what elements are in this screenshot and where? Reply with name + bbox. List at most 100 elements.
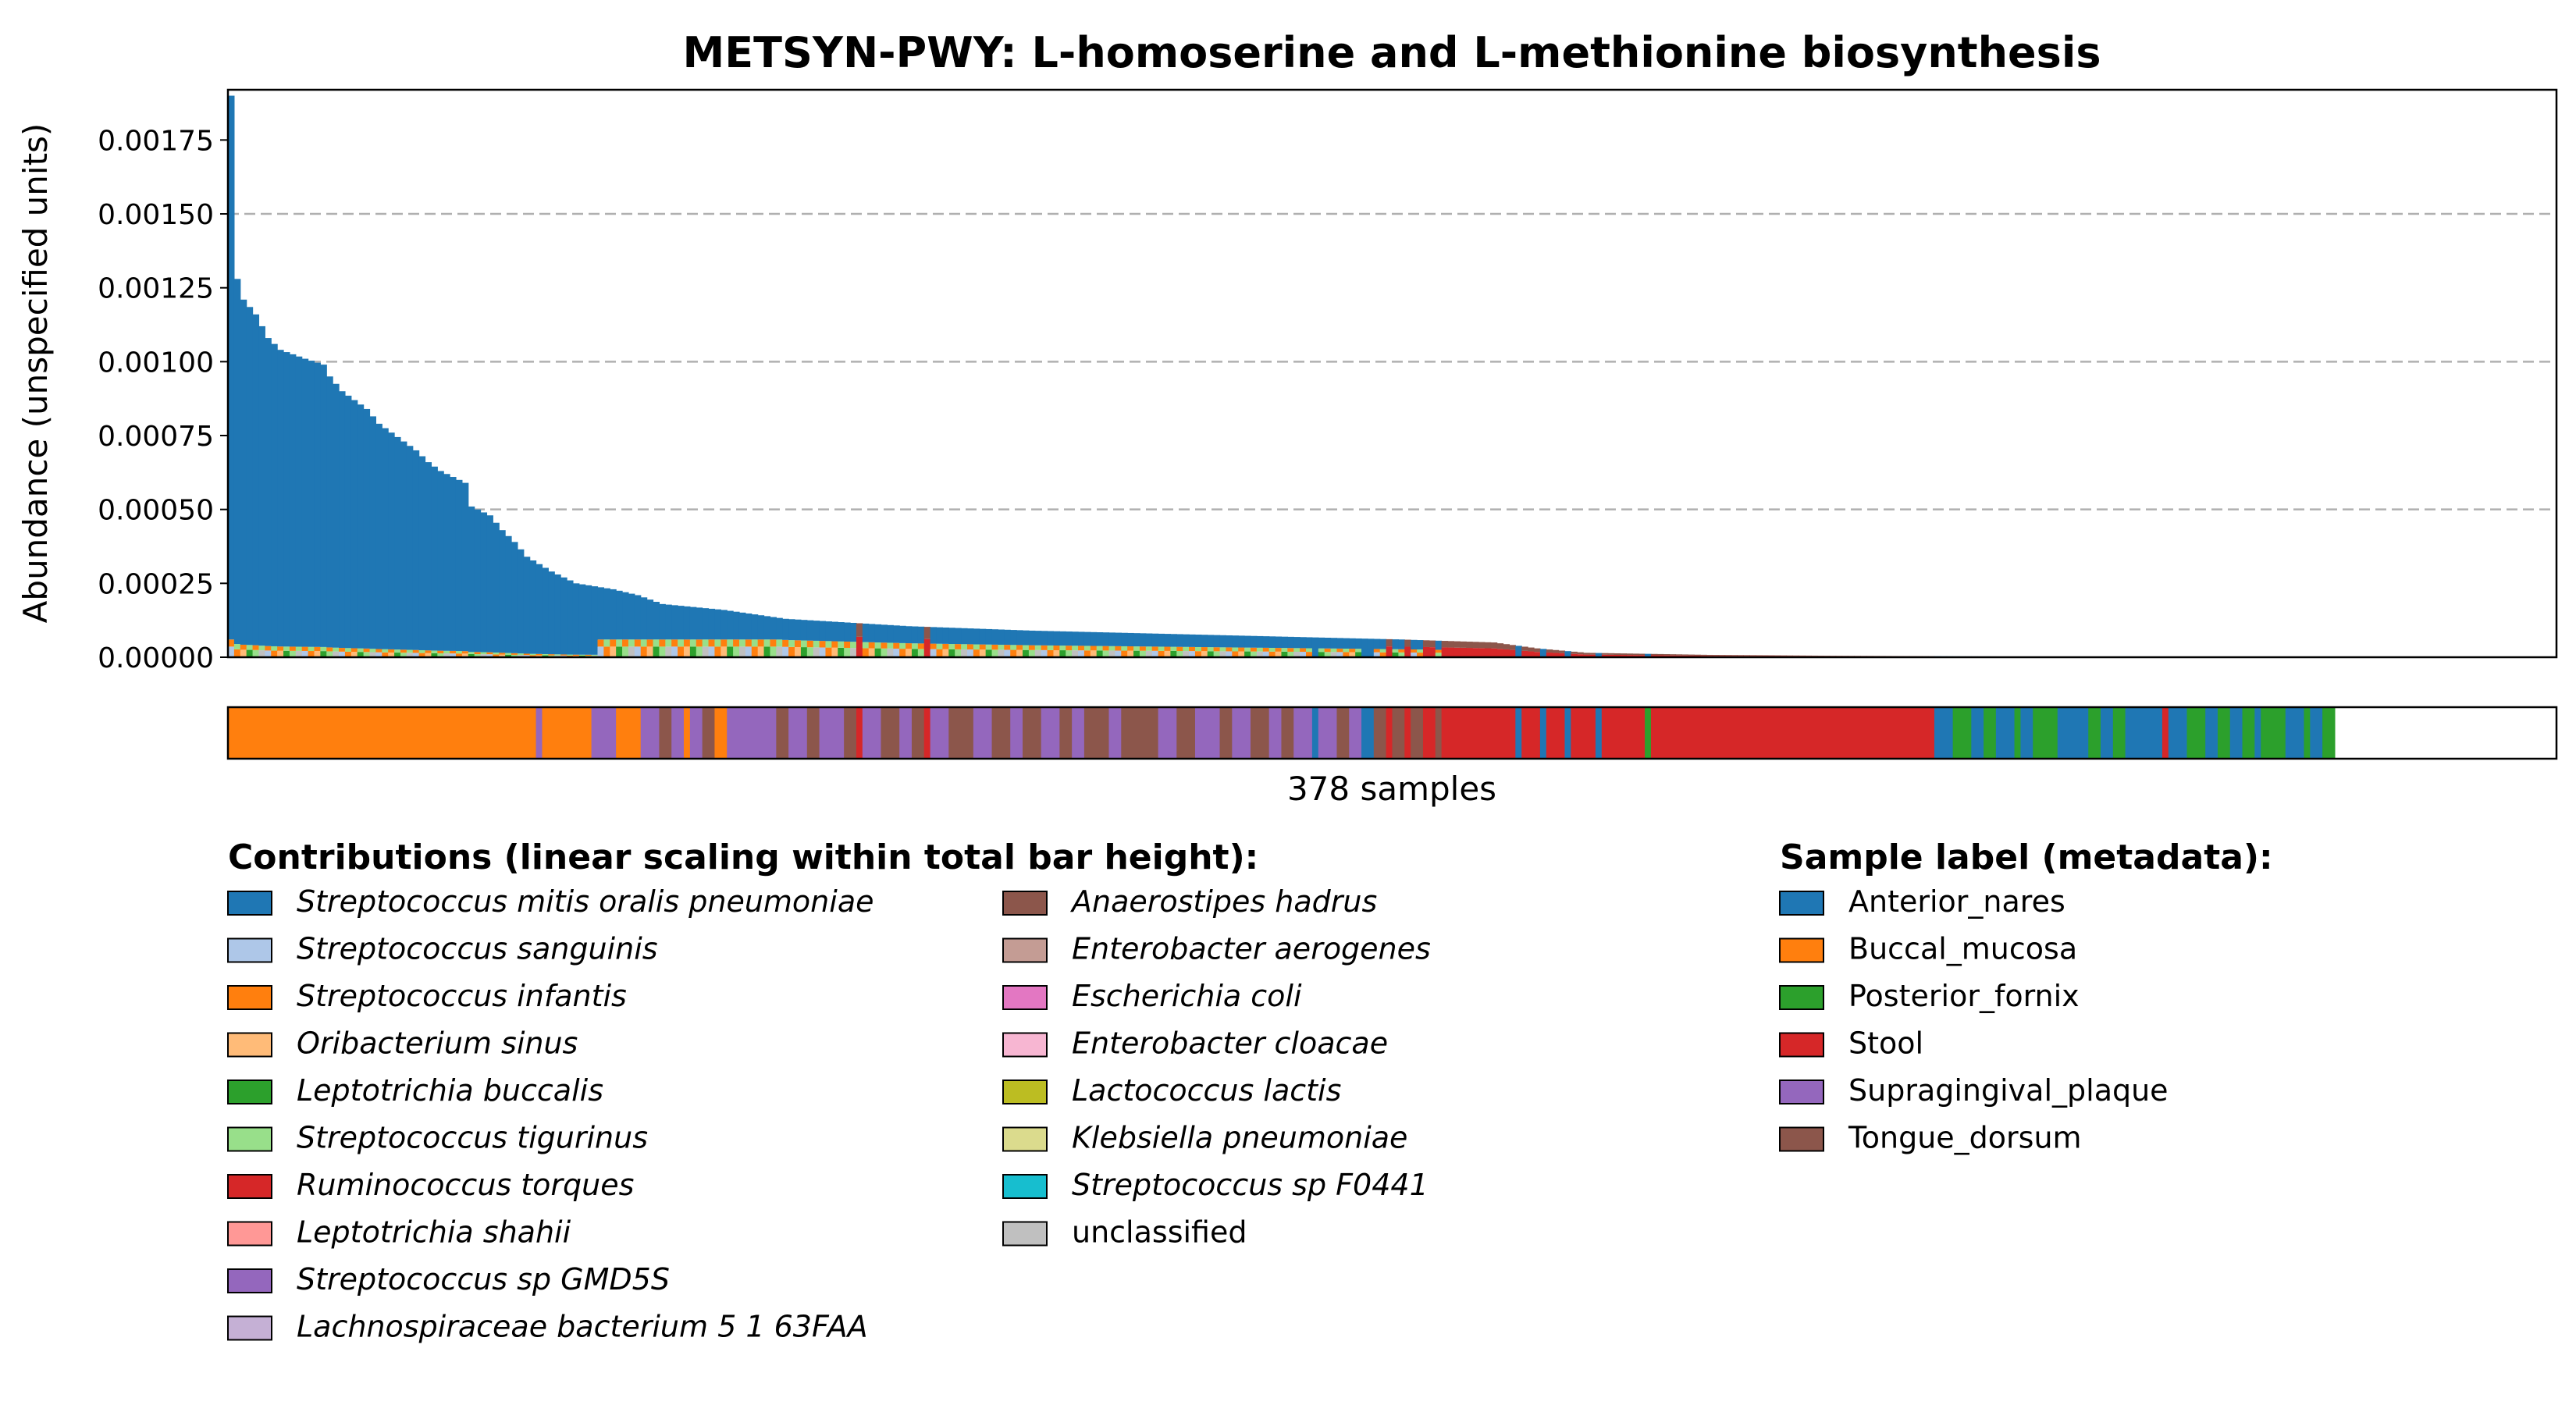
bar-segment bbox=[1078, 646, 1085, 651]
metadata-strip-cell bbox=[542, 707, 592, 759]
bar-segment bbox=[1158, 646, 1165, 651]
metadata-strip-cell bbox=[1219, 707, 1233, 759]
bar-segment bbox=[1047, 645, 1055, 650]
bar-segment bbox=[450, 477, 457, 651]
y-tick-label: 0.00100 bbox=[98, 347, 214, 379]
bar-segment bbox=[246, 645, 254, 650]
metadata-strip bbox=[228, 707, 2336, 759]
bar-segment bbox=[770, 639, 777, 647]
bar-segment bbox=[708, 646, 716, 657]
bar-segment bbox=[443, 653, 450, 657]
metadata-strip-cell bbox=[1293, 707, 1313, 759]
bar-segment bbox=[548, 571, 555, 655]
bar-segment bbox=[844, 647, 851, 657]
bar-segment bbox=[1066, 646, 1073, 651]
bar-segment bbox=[369, 416, 376, 649]
bar-segment bbox=[868, 624, 876, 642]
bar-segment bbox=[1293, 637, 1300, 649]
bar-segment bbox=[523, 655, 531, 657]
bar-segment bbox=[1558, 650, 1566, 653]
bar-segment bbox=[1571, 651, 1578, 654]
legend-swatch bbox=[227, 1174, 272, 1199]
metadata-strip-cell bbox=[1010, 707, 1023, 759]
metadata-strip-cell bbox=[1072, 707, 1085, 759]
bar-segment bbox=[1614, 653, 1621, 655]
bar-segment bbox=[838, 647, 845, 657]
bar-segment bbox=[788, 640, 795, 647]
bar-segment bbox=[1023, 630, 1030, 646]
bar-segment bbox=[363, 408, 371, 649]
bar-segment bbox=[1139, 650, 1147, 657]
bars bbox=[228, 95, 2557, 658]
bar-segment bbox=[1170, 634, 1177, 647]
bar-segment bbox=[671, 639, 678, 647]
bar-segment bbox=[474, 654, 482, 657]
bar-segment bbox=[727, 610, 734, 640]
bar-segment bbox=[283, 646, 290, 651]
bar-segment bbox=[1694, 654, 1701, 656]
x-axis-label: 378 samples bbox=[1287, 770, 1496, 808]
bar-segment bbox=[1238, 651, 1245, 657]
bar-segment bbox=[961, 649, 968, 657]
metadata-strip-cell bbox=[671, 707, 685, 759]
bar-segment bbox=[745, 613, 753, 640]
bar-segment bbox=[689, 646, 697, 657]
bar-segment bbox=[733, 611, 740, 640]
bar-segment bbox=[1577, 652, 1584, 655]
bar-segment bbox=[1059, 646, 1066, 651]
bar-segment bbox=[788, 646, 795, 657]
metadata-strip-cell bbox=[2205, 707, 2218, 759]
bar-segment bbox=[1349, 652, 1356, 657]
bar-segment bbox=[1484, 642, 1492, 649]
bar-segment bbox=[1256, 647, 1264, 652]
legend-label: Ruminococcus torques bbox=[297, 1168, 634, 1202]
bar-segment bbox=[240, 299, 247, 645]
bar-segment bbox=[382, 428, 389, 649]
metadata-strip-cell bbox=[2125, 707, 2163, 759]
bar-segment bbox=[640, 597, 648, 640]
bar-segment bbox=[1127, 632, 1134, 647]
bar-segment bbox=[1546, 649, 1553, 653]
metadata-strip-cell bbox=[1108, 707, 1122, 759]
metadata-strip-cell bbox=[1349, 707, 1362, 759]
bar-segment bbox=[1108, 650, 1115, 657]
bar-segment bbox=[240, 649, 247, 657]
y-tick-label: 0.00050 bbox=[98, 495, 214, 527]
bar-segment bbox=[382, 649, 389, 653]
bar-segment bbox=[400, 653, 407, 657]
metadata-strip-cell bbox=[1373, 707, 1387, 759]
legend-label: Oribacterium sinus bbox=[297, 1026, 578, 1061]
bar-segment bbox=[1552, 653, 1560, 657]
bar-segment bbox=[1219, 651, 1227, 657]
bar-segment bbox=[628, 646, 635, 657]
bar-segment bbox=[314, 646, 321, 652]
bar-segment bbox=[966, 644, 974, 650]
bar-segment bbox=[252, 649, 260, 657]
legend-label: Buccal_mucosa bbox=[1848, 932, 2077, 966]
bar-segment bbox=[1749, 655, 1756, 656]
metadata-strip-cell bbox=[881, 707, 900, 759]
bar-segment bbox=[868, 648, 876, 657]
bar-segment bbox=[1287, 651, 1294, 657]
bar-segment bbox=[1016, 645, 1023, 650]
bar-segment bbox=[1121, 632, 1128, 646]
bar-segment bbox=[455, 651, 463, 654]
bar-segment bbox=[1028, 630, 1036, 646]
species-legend-title: Contributions (linear scaling within tot… bbox=[228, 838, 1258, 877]
bar-segment bbox=[505, 535, 512, 653]
legend-label: Klebsiella pneumoniae bbox=[1072, 1121, 1407, 1155]
bar-segment bbox=[1096, 650, 1104, 657]
legend-label: unclassified bbox=[1072, 1215, 1247, 1250]
legend-label: Leptotrichia buccalis bbox=[297, 1073, 603, 1108]
bar-segment bbox=[1115, 632, 1122, 646]
bar-segment bbox=[289, 650, 297, 657]
bar-segment bbox=[228, 639, 235, 647]
bar-segment bbox=[375, 423, 382, 649]
metadata-strip-cell bbox=[2014, 707, 2022, 759]
bar-segment bbox=[375, 652, 382, 657]
bar-segment bbox=[610, 589, 617, 640]
bar-segment bbox=[295, 356, 303, 647]
metadata-strip-cell bbox=[1336, 707, 1350, 759]
bar-segment bbox=[1176, 651, 1183, 657]
bar-segment bbox=[1096, 646, 1104, 651]
